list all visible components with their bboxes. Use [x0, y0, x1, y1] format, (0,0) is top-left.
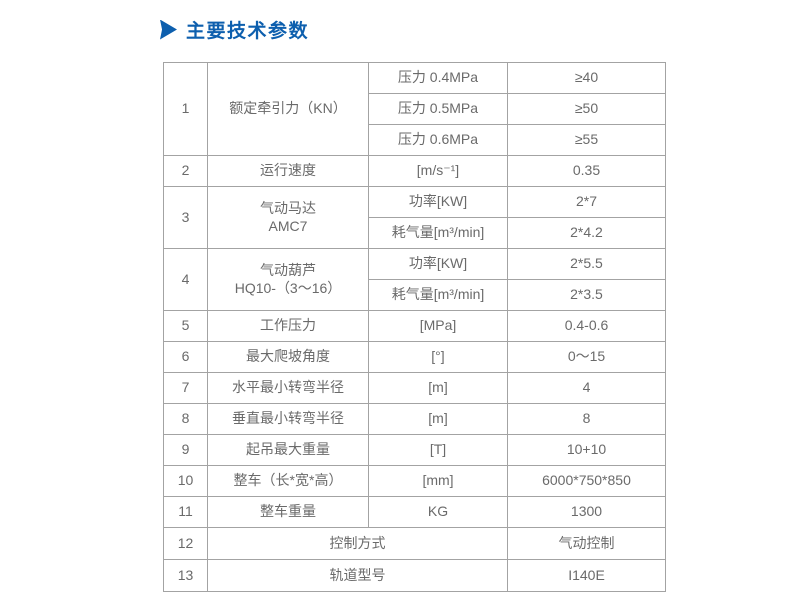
cell-no: 8: [163, 403, 208, 435]
cell-value: 10+10: [507, 434, 666, 466]
cell-no: 1: [163, 62, 208, 156]
cell-no: 11: [163, 496, 208, 528]
table-row: 11 整车重量 KG 1300: [163, 496, 666, 528]
tech-params-table: 1 额定牵引力（KN） 压力 0.4MPa ≥40 压力 0.5MPa ≥50 …: [163, 62, 666, 592]
cell-name-line2: HQ10-（3～16）: [234, 279, 342, 296]
table-row: 耗气量[m³/min] 2*4.2: [164, 217, 666, 249]
cell-value: 0.35: [507, 155, 666, 187]
cell-name: 额定牵引力（KN）: [207, 62, 369, 156]
cell-value: I140E: [507, 559, 666, 592]
cell-unit: KG: [368, 496, 508, 528]
cell-no: 4: [163, 248, 208, 311]
table-row: 13 轨道型号 I140E: [163, 559, 666, 592]
cell-value: 0～15: [507, 341, 666, 373]
cell-no: 9: [163, 434, 208, 466]
cell-no: 10: [163, 465, 208, 497]
cell-no: 13: [163, 559, 208, 592]
cell-value: 2*4.2: [507, 217, 666, 249]
cell-name: 水平最小转弯半径: [207, 372, 369, 404]
cell-value: 2*7: [507, 186, 666, 218]
cell-unit: [mm]: [368, 465, 508, 497]
cell-condition: 耗气量[m³/min]: [368, 279, 508, 311]
cell-value: 2*5.5: [507, 248, 666, 280]
cell-no: 12: [163, 527, 208, 560]
cell-name: 工作压力: [207, 310, 369, 342]
cell-name: 整车（长*宽*高）: [207, 465, 369, 497]
cell-no: 6: [163, 341, 208, 373]
table-row: 4 气动葫芦 HQ10-（3～16） 功率[KW] 2*5.5: [163, 248, 666, 311]
cell-no: 3: [163, 186, 208, 249]
table-row: 2 运行速度 [m/s⁻¹] 0.35: [163, 155, 666, 187]
table-row: 耗气量[m³/min] 2*3.5: [164, 279, 666, 311]
table-row: 5 工作压力 [MPa] 0.4-0.6: [163, 310, 666, 342]
cell-condition: 功率[KW]: [368, 248, 508, 280]
table-row: 压力 0.5MPa ≥50: [164, 93, 666, 125]
table-row: 6 最大爬坡角度 [°] 0～15: [163, 341, 666, 373]
cell-no: 7: [163, 372, 208, 404]
cell-name: 轨道型号: [207, 559, 508, 592]
cell-value: 6000*750*850: [507, 465, 666, 497]
cell-value: 4: [507, 372, 666, 404]
cell-condition: 压力 0.6MPa: [368, 124, 508, 156]
cell-condition: 耗气量[m³/min]: [368, 217, 508, 249]
cell-value: 1300: [507, 496, 666, 528]
cell-name: 气动葫芦 HQ10-（3～16）: [207, 248, 369, 311]
cell-name: 运行速度: [207, 155, 369, 187]
cell-unit: [m]: [368, 372, 508, 404]
cell-value: ≥50: [507, 93, 666, 125]
page-title: 主要技术参数: [186, 21, 310, 42]
cell-name: 整车重量: [207, 496, 369, 528]
cell-unit: [MPa]: [368, 310, 508, 342]
cell-name: 起吊最大重量: [207, 434, 369, 466]
cell-name: 最大爬坡角度: [207, 341, 369, 373]
cell-value: 气动控制: [507, 527, 666, 560]
cell-unit: [°]: [368, 341, 508, 373]
section-header: 主要技术参数: [160, 16, 309, 43]
cell-no: 5: [163, 310, 208, 342]
cell-name-line1: 气动马达: [260, 200, 316, 216]
table-row: 7 水平最小转弯半径 [m] 4: [163, 372, 666, 404]
right-triangle-icon: [160, 19, 177, 40]
cell-value: ≥40: [507, 62, 666, 94]
cell-name: 控制方式: [207, 527, 508, 560]
cell-no: 2: [163, 155, 208, 187]
cell-value: ≥55: [507, 124, 666, 156]
cell-name: 气动马达 AMC7: [207, 186, 369, 249]
cell-name-line1: 气动葫芦: [260, 262, 316, 278]
table-row: 压力 0.6MPa ≥55: [164, 124, 666, 156]
cell-condition: 压力 0.5MPa: [368, 93, 508, 125]
cell-condition: 压力 0.4MPa: [368, 62, 508, 94]
table-row: 10 整车（长*宽*高） [mm] 6000*750*850: [163, 465, 666, 497]
cell-value: 0.4-0.6: [507, 310, 666, 342]
table-row: 1 额定牵引力（KN） 压力 0.4MPa ≥40: [163, 62, 666, 156]
table-row: 9 起吊最大重量 [T] 10+10: [163, 434, 666, 466]
cell-unit: [m/s⁻¹]: [368, 155, 508, 187]
cell-name: 垂直最小转弯半径: [207, 403, 369, 435]
table-row: 8 垂直最小转弯半径 [m] 8: [163, 403, 666, 435]
cell-value: 8: [507, 403, 666, 435]
cell-unit: [T]: [368, 434, 508, 466]
table-row: 12 控制方式 气动控制: [163, 527, 666, 560]
cell-unit: [m]: [368, 403, 508, 435]
cell-name-line2: AMC7: [268, 217, 308, 234]
cell-condition: 功率[KW]: [368, 186, 508, 218]
cell-value: 2*3.5: [507, 279, 666, 311]
table-row: 3 气动马达 AMC7 功率[KW] 2*7: [163, 186, 666, 249]
